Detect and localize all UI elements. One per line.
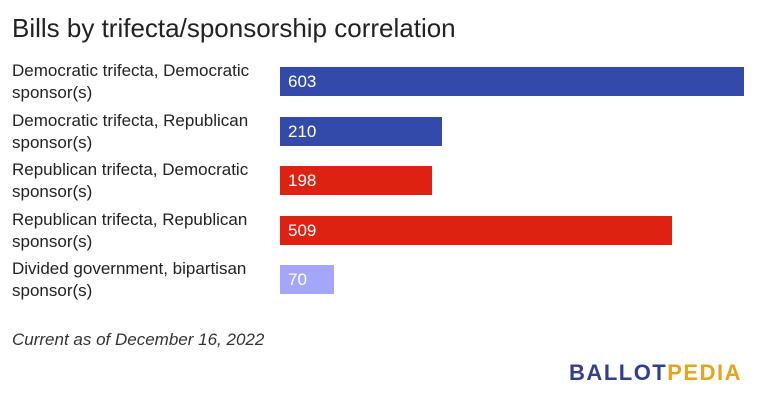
category-label: Republican trifecta, Republican sponsor(… (12, 209, 248, 251)
category-label: Republican trifecta, Democratic sponsor(… (12, 160, 249, 201)
plot-area: Democratic trifecta, Democratic sponsor(… (12, 61, 744, 300)
bar: 198 (280, 166, 432, 195)
bar-value-label: 70 (288, 270, 307, 289)
bar-value-label: 509 (288, 220, 317, 240)
bar: 509 (280, 215, 672, 245)
footnote: Current as of December 16, 2022 (12, 330, 265, 349)
logo-pedia-text: PEDIA (667, 360, 742, 385)
chart-title: Bills by trifecta/sponsorship correlatio… (12, 13, 456, 43)
bar-value-label: 198 (288, 171, 317, 190)
category-label: Democratic trifecta, Republican sponsor(… (12, 110, 249, 152)
category-label: Democratic trifecta, Democratic sponsor(… (12, 61, 250, 102)
category-label: Divided government, bipartisan sponsor(s… (12, 259, 247, 300)
bar-value-label: 603 (288, 72, 317, 91)
bar: 603 (280, 67, 744, 96)
logo-ballot-text: BALLOT (569, 360, 668, 385)
bar-value-label: 210 (288, 121, 317, 141)
bar: 210 (280, 116, 442, 146)
bar: 70 (280, 265, 334, 294)
ballotpedia-logo: BALLOTPEDIA (569, 360, 742, 386)
